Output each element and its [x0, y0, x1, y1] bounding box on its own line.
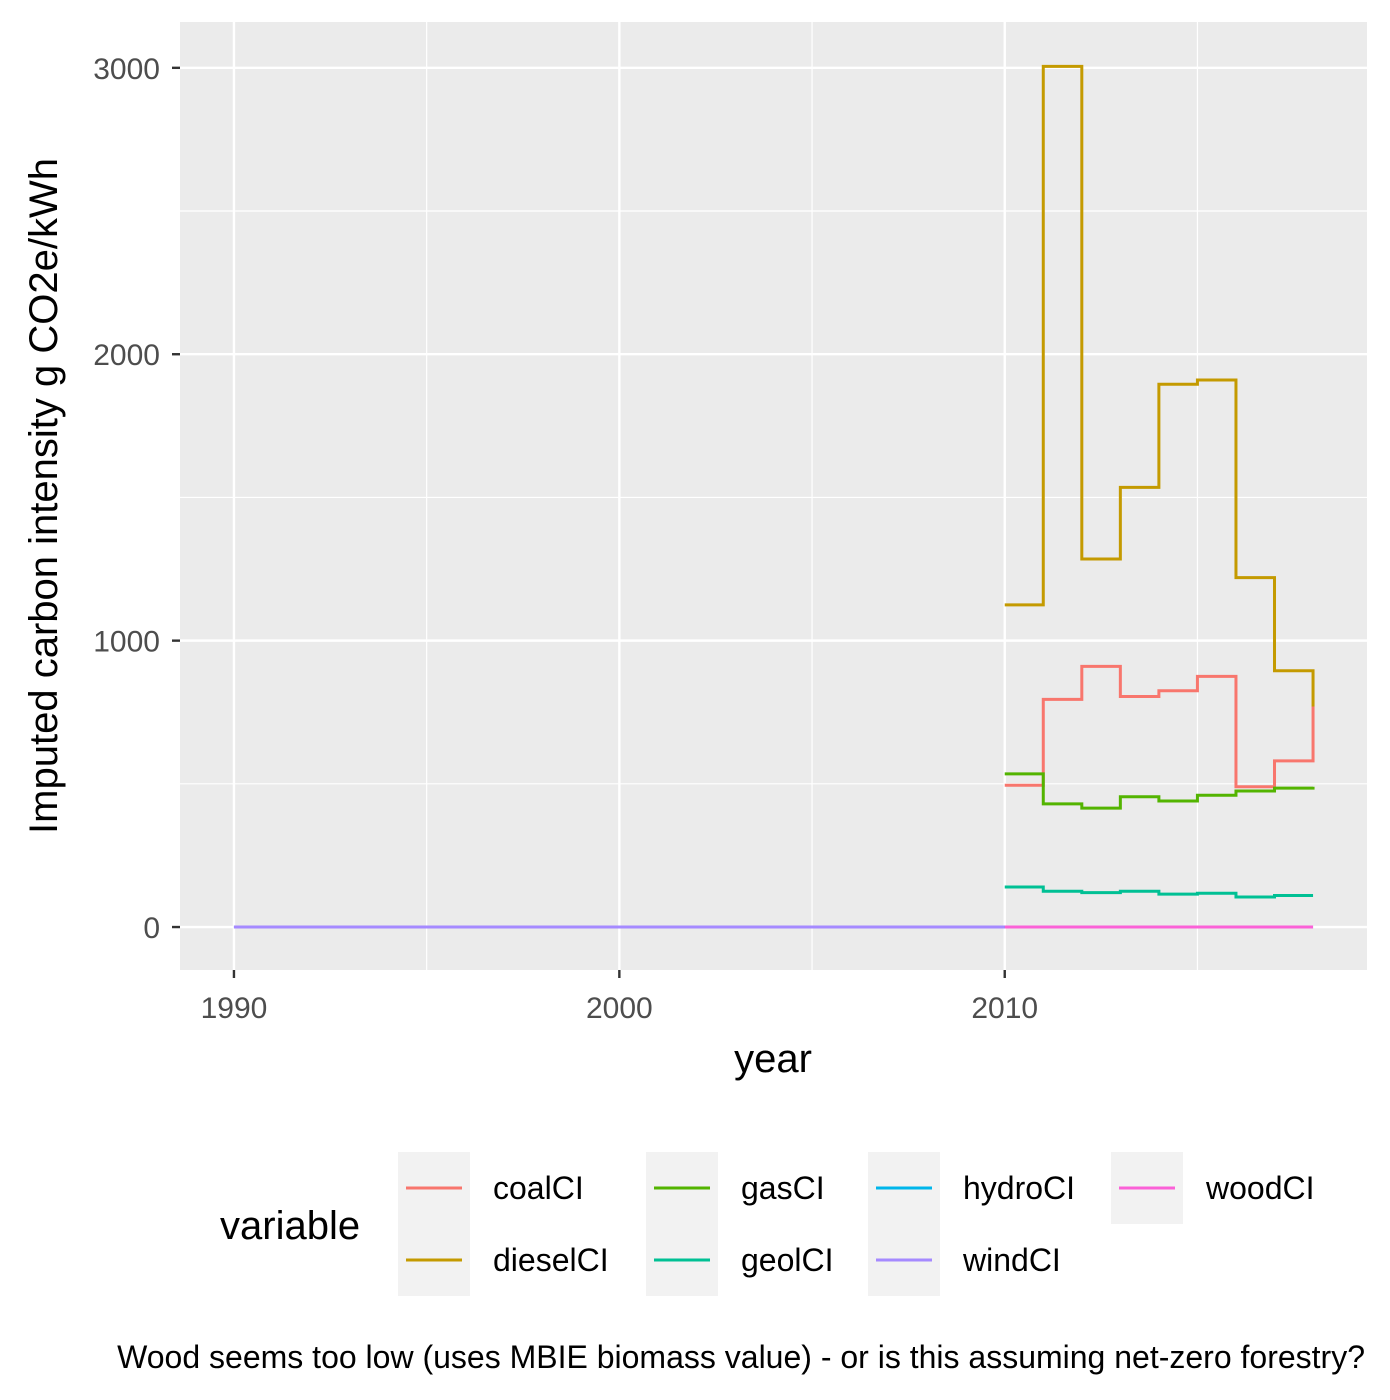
series-line-dieselCI [1004, 64, 1315, 707]
minor-gridlines [180, 22, 1367, 970]
x-tick-label: 2000 [586, 992, 653, 1025]
legend-title: variable [220, 1204, 360, 1248]
x-tick-label: 1990 [201, 992, 268, 1025]
y-tick-label: 2000 [93, 339, 160, 372]
y-axis-title: Imputed carbon intensity g CO2e/kWh [22, 158, 66, 834]
series-layer [233, 64, 1315, 929]
legend-label-hydroCI: hydroCI [963, 1170, 1075, 1206]
series-line-geolCI [1004, 885, 1314, 899]
plot-panel [180, 22, 1367, 970]
legend-label-coalCI: coalCI [493, 1170, 584, 1206]
y-tick-label: 1000 [93, 626, 160, 659]
y-tick-label: 0 [143, 912, 160, 945]
y-tick-label: 3000 [93, 53, 160, 86]
axes-layer: 1990 2000 2010 0 1000 2000 3000 [93, 53, 1038, 1025]
legend-label-geolCI: geolCI [741, 1242, 834, 1278]
x-axis-title: year [734, 1037, 812, 1081]
legend-label-windCI: windCI [962, 1242, 1061, 1278]
legend-label-woodCI: woodCI [1205, 1170, 1315, 1206]
legend: variable coalCI dieselCI gasCI geolCI hydroC… [220, 1152, 1315, 1296]
caption: Wood seems too low (uses MBIE biomass va… [117, 1339, 1365, 1375]
series-line-gasCI [1004, 772, 1315, 810]
x-tick-label: 2010 [971, 992, 1038, 1025]
legend-label-dieselCI: dieselCI [493, 1242, 609, 1278]
legend-label-gasCI: gasCI [741, 1170, 825, 1206]
series-line-coalCI [1004, 664, 1315, 789]
